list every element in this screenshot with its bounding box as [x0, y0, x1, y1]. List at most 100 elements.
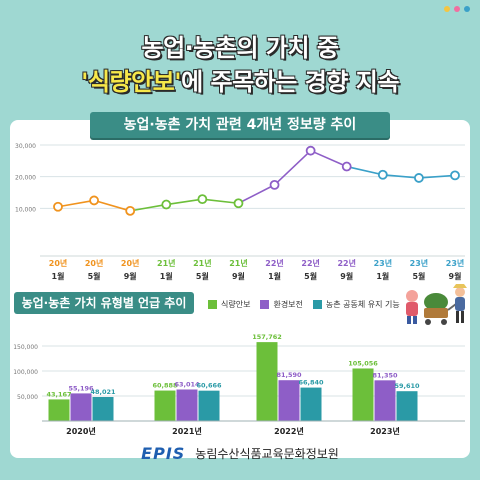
blue-dot-icon [464, 6, 470, 12]
series-line-segment [273, 150, 312, 186]
x-month-label: 9월 [124, 271, 137, 281]
y-tick-label: 30,000 [15, 143, 36, 150]
x-year-label: 22년 [337, 258, 356, 268]
series-line-segment [202, 198, 239, 205]
series-line-segment [238, 184, 275, 204]
series-line-segment [57, 199, 95, 208]
series-line-segment [382, 173, 419, 179]
y-tick-label: 150,000 [13, 344, 38, 351]
bar-value-label: 60,666 [196, 382, 222, 390]
bar-value-label: 81,590 [276, 371, 302, 379]
bar-value-label: 66,840 [298, 379, 324, 387]
x-year-label: 21년 [157, 258, 176, 268]
bar [278, 380, 300, 421]
bar [92, 396, 114, 421]
legend-item-food-security: 식량안보 [208, 299, 250, 310]
bar-value-label: 81,350 [372, 371, 398, 379]
series-line-segment [310, 149, 348, 168]
bar-chart-title: 농업·농촌 가치 유형별 언급 추이 [14, 292, 194, 314]
data-point [53, 201, 63, 212]
legend-label: 농촌 공동체 유지 기능 [325, 300, 400, 309]
org-name: 농림수산식품교육문화정보원 [195, 446, 339, 461]
x-month-label: 1월 [376, 271, 389, 281]
x-year-label: 20년 [49, 258, 68, 268]
x-year-label: 21년 [229, 258, 248, 268]
bar [70, 393, 92, 421]
data-point [450, 170, 460, 181]
x-month-label: 1월 [268, 271, 281, 281]
title-line-2: '식량안보'에 주목하는 경향 지속 [0, 62, 480, 97]
x-month-label: 5월 [304, 271, 317, 281]
x-year-label: 22년 [301, 258, 320, 268]
bar-value-label: 59,610 [394, 382, 420, 390]
bar-value-label: 43,167 [46, 390, 71, 398]
x-year-label: 23년 [374, 258, 393, 268]
data-point [197, 194, 208, 205]
legend-item-community: 농촌 공동체 유지 기능 [312, 299, 400, 310]
data-point [414, 173, 424, 183]
farmer-illustration-icon [406, 284, 467, 325]
title-rest: 에 주목하는 경향 지속 [181, 68, 399, 96]
series-line-segment [418, 174, 456, 179]
data-point [377, 169, 388, 180]
bar-value-label: 55,196 [68, 384, 94, 392]
legend-item-environment: 환경보전 [260, 299, 303, 310]
bar [396, 391, 418, 421]
x-year-label: 20년 [121, 258, 140, 268]
x-category-label: 2020년 [66, 426, 96, 436]
data-point [305, 145, 316, 156]
bar-value-label: 63,014 [174, 380, 200, 388]
x-year-label: 23년 [410, 258, 429, 268]
x-month-label: 9월 [232, 271, 245, 281]
x-year-label: 22년 [265, 258, 284, 268]
line-chart: 10,000 20,000 30,000 20년 1월 20년 5월 20년 9월 21년 1월 21… [15, 143, 465, 281]
bar [176, 389, 198, 421]
bar-value-label: 105,056 [348, 359, 378, 367]
title-line-1: 농업·농촌의 가치 중 [141, 34, 339, 62]
window-dots [444, 6, 470, 12]
y-tick-label: 50,000 [17, 394, 38, 401]
bar-value-label: 60,888 [152, 382, 178, 390]
bar [256, 342, 278, 421]
data-point [233, 198, 244, 209]
x-year-label: 20년 [85, 258, 104, 268]
x-category-label: 2023년 [370, 426, 400, 436]
bar [352, 368, 374, 421]
bar-value-label: 157,762 [252, 333, 282, 341]
x-month-label: 9월 [449, 271, 462, 281]
x-category-label: 2022년 [274, 426, 304, 436]
data-point [269, 179, 280, 190]
bar [374, 380, 396, 421]
y-tick-label: 20,000 [15, 175, 36, 182]
bar [198, 390, 220, 421]
legend-swatch [312, 300, 322, 309]
data-point [161, 199, 172, 210]
bar-value-label: 48,021 [90, 388, 116, 396]
series-line-segment [166, 198, 203, 206]
footer: EPIS 농림수산식품교육문화정보원 [0, 440, 480, 466]
x-month-label: 1월 [160, 271, 173, 281]
bar [300, 387, 322, 421]
title-highlight: '식량안보' [81, 68, 182, 96]
series-line-segment [346, 165, 383, 176]
series-line-segment [130, 203, 167, 212]
legend-swatch [260, 300, 270, 309]
data-point [341, 161, 352, 172]
bar [48, 399, 70, 421]
legend-label: 식량안보 [221, 300, 251, 309]
series-line-segment [93, 199, 131, 212]
bar [154, 390, 176, 421]
x-year-label: 23년 [446, 258, 465, 268]
x-year-label: 21년 [193, 258, 212, 268]
legend-swatch [208, 300, 217, 309]
epis-logo: EPIS [141, 443, 186, 463]
pink-dot-icon [454, 6, 460, 12]
x-month-label: 5월 [88, 271, 101, 281]
data-point [89, 195, 99, 206]
x-month-label: 1월 [52, 271, 65, 281]
x-category-label: 2021년 [172, 426, 202, 436]
legend-label: 환경보전 [273, 300, 303, 309]
yellow-dot-icon [444, 6, 450, 12]
